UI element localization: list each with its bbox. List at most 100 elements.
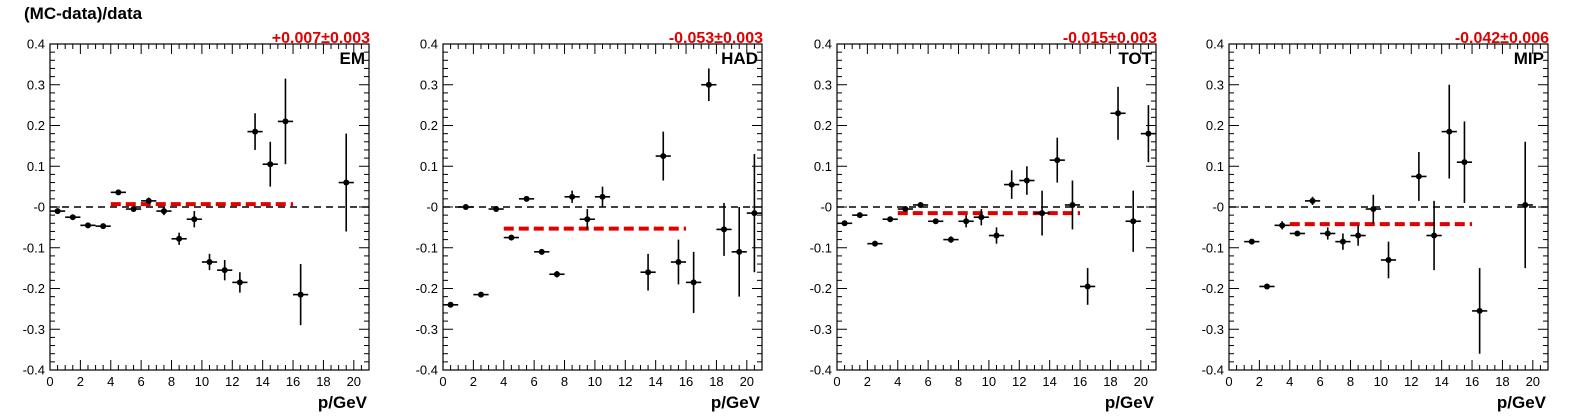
data-point xyxy=(232,272,248,293)
x-tick-label: 14 xyxy=(648,374,662,389)
data-marker xyxy=(871,240,878,247)
x-tick-label: 4 xyxy=(107,374,114,389)
offset-label: -0.015±0.003 xyxy=(1063,30,1157,47)
data-marker xyxy=(1309,197,1316,204)
y-tick-label: 0.1 xyxy=(420,159,438,174)
x-tick-label: 16 xyxy=(1465,374,1479,389)
x-tick-label: 10 xyxy=(982,374,996,389)
data-point xyxy=(125,206,142,213)
data-point xyxy=(1426,200,1442,271)
data-marker xyxy=(902,206,909,213)
offset-label: -0.053±0.003 xyxy=(669,30,763,47)
data-marker xyxy=(493,206,500,213)
data-point xyxy=(1350,225,1366,246)
data-marker xyxy=(1339,238,1346,245)
x-tick-label: 18 xyxy=(1495,374,1509,389)
x-tick-label: 20 xyxy=(740,374,754,389)
y-tick-label: -0.2 xyxy=(1202,281,1224,296)
y-tick-label: 0.2 xyxy=(27,118,45,133)
data-point xyxy=(1411,151,1427,201)
data-point xyxy=(716,202,732,256)
data-point xyxy=(488,206,504,213)
y-tick-label: -0.2 xyxy=(416,281,438,296)
x-tick-label: 18 xyxy=(709,374,723,389)
data-point xyxy=(65,214,81,221)
data-marker xyxy=(553,271,560,278)
panel-title: EM xyxy=(340,49,366,68)
data-point xyxy=(1456,121,1473,203)
data-marker xyxy=(690,279,697,286)
y-tick-label: -0.3 xyxy=(1202,322,1224,337)
data-point xyxy=(1244,238,1260,245)
x-tick-label: 16 xyxy=(679,374,693,389)
data-marker xyxy=(538,248,545,255)
y-tick-label: 0.3 xyxy=(814,77,832,92)
data-marker xyxy=(130,206,137,213)
data-marker xyxy=(599,193,606,200)
data-point xyxy=(247,113,263,150)
data-point xyxy=(262,141,278,187)
data-point xyxy=(1472,268,1488,354)
data-point xyxy=(95,223,111,230)
data-point xyxy=(943,236,959,243)
data-point xyxy=(594,186,611,207)
data-marker xyxy=(176,235,183,242)
data-point xyxy=(1320,227,1336,240)
x-tick-label: 16 xyxy=(1073,374,1087,389)
data-point xyxy=(670,239,687,285)
x-tick-label: 8 xyxy=(1347,374,1354,389)
data-point xyxy=(1380,241,1397,279)
data-point xyxy=(110,189,126,196)
data-point xyxy=(338,133,354,232)
x-tick-label: 20 xyxy=(347,374,361,389)
data-point xyxy=(1049,137,1065,183)
data-point xyxy=(1064,180,1081,230)
x-tick-label: 16 xyxy=(286,374,300,389)
x-tick-label: 6 xyxy=(531,374,538,389)
x-tick-label: 20 xyxy=(1526,374,1540,389)
x-tick-label: 10 xyxy=(1374,374,1388,389)
data-marker xyxy=(1294,230,1301,237)
y-tick-label: -0 xyxy=(820,200,832,215)
y-tick-label: -0 xyxy=(33,200,45,215)
x-axis-label: p/GeV xyxy=(1497,393,1547,412)
y-tick-label: 0.4 xyxy=(27,37,45,52)
data-point xyxy=(80,222,96,229)
x-tick-label: 4 xyxy=(894,374,901,389)
y-tick-label: 0.4 xyxy=(420,37,438,52)
data-point xyxy=(171,232,187,245)
y-axis-label: (MC-data)/data xyxy=(24,4,143,23)
data-marker xyxy=(1084,283,1091,290)
data-marker xyxy=(160,208,167,215)
chart-panel-em: -0.4 -0.3 -0.2 -0.1 -0 0.1 0.2 0.3 0.4 0 2 4 6 8 10 12 1… xyxy=(23,30,371,412)
data-marker xyxy=(1431,232,1438,239)
y-tick-label: -0 xyxy=(426,200,438,215)
data-point xyxy=(746,154,763,273)
x-tick-label: 8 xyxy=(168,374,175,389)
y-tick-label: -0.4 xyxy=(810,363,832,378)
y-tick-label: -0.1 xyxy=(23,240,45,255)
chart-panel-had: -0.4 -0.3 -0.2 -0.1 -0 0.1 0.2 0.3 0.4 0 2 4 6 8 10 12 1… xyxy=(416,30,764,412)
y-tick-label: -0.1 xyxy=(810,240,832,255)
x-tick-label: 4 xyxy=(500,374,507,389)
data-marker xyxy=(54,208,61,215)
data-marker xyxy=(447,301,454,308)
x-tick-label: 18 xyxy=(1103,374,1117,389)
y-tick-label: 0.1 xyxy=(814,159,832,174)
data-marker xyxy=(267,161,274,168)
data-point xyxy=(731,207,747,297)
y-tick-label: 0.4 xyxy=(1206,37,1224,52)
x-tick-label: 8 xyxy=(561,374,568,389)
data-point xyxy=(958,215,974,228)
y-tick-label: 0.3 xyxy=(27,77,45,92)
data-marker xyxy=(1263,283,1270,290)
data-point xyxy=(1517,141,1533,269)
data-marker xyxy=(523,195,530,202)
data-point xyxy=(49,208,66,215)
data-point xyxy=(1080,268,1096,305)
data-marker xyxy=(856,212,863,219)
data-marker xyxy=(1355,232,1362,239)
y-tick-label: 0.1 xyxy=(1206,159,1224,174)
data-marker xyxy=(1023,177,1030,184)
offset-label: -0.042±0.006 xyxy=(1455,30,1549,47)
